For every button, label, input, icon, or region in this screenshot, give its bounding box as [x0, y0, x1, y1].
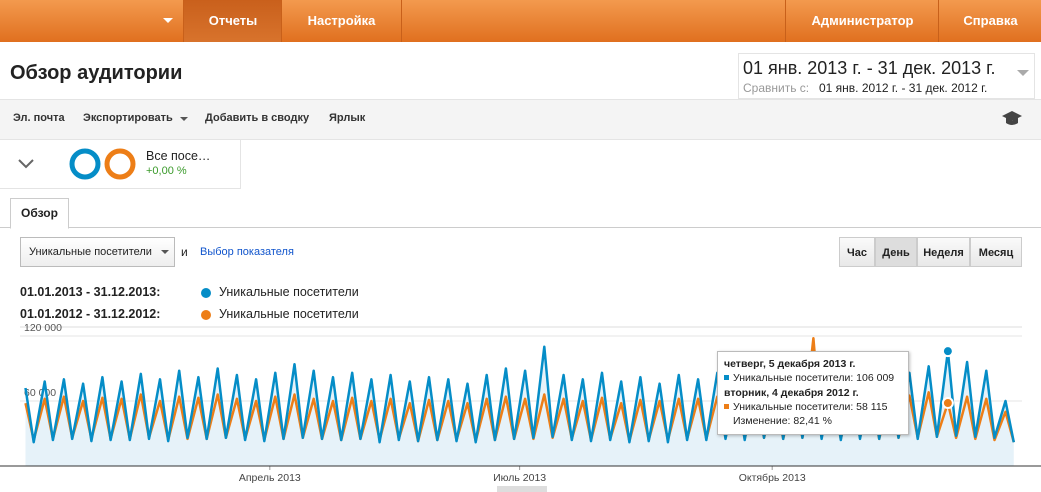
- legend-name: Уникальные посетители: [219, 307, 359, 321]
- x-tick-label: Октябрь 2013: [739, 472, 806, 484]
- legend-swatch: [201, 288, 211, 298]
- nav-admin[interactable]: Администратор: [785, 0, 939, 42]
- tooltip: четверг, 5 декабря 2013 г. Уникальные по…: [717, 351, 909, 435]
- top-nav: Отчеты Настройка Администратор Справка: [0, 0, 1041, 42]
- y-tick-label: 120 000: [24, 322, 62, 334]
- tooltip-swatch-1: [724, 375, 729, 380]
- highlight-point: [941, 345, 954, 358]
- date-range: 01 янв. 2013 г. - 31 дек. 2013 г.: [743, 58, 996, 78]
- tooltip-value-1: Уникальные посетители: 106 009: [733, 372, 895, 384]
- shortcut[interactable]: Ярлык: [329, 112, 366, 124]
- compare-label: Сравнить с:: [743, 81, 810, 95]
- legend-period: 01.01.2013 - 31.12.2013:: [20, 285, 161, 299]
- nav-help[interactable]: Справка: [938, 0, 1041, 42]
- granularity-button[interactable]: День: [875, 237, 917, 267]
- tooltip-date-1: четверг, 5 декабря 2013 г.: [724, 358, 856, 370]
- tooltip-swatch-2: [724, 404, 729, 409]
- metric-select[interactable]: Уникальные посетители: [20, 237, 175, 267]
- segment-icon: [69, 148, 136, 180]
- and-label: и: [181, 245, 188, 259]
- add-dashboard[interactable]: Добавить в сводку: [205, 112, 310, 124]
- nav-reports[interactable]: Отчеты: [183, 0, 282, 42]
- pick-metric[interactable]: Выбор показателя: [200, 246, 294, 258]
- export-arrow: [180, 117, 188, 125]
- compare-range: 01 янв. 2012 г. - 31 дек. 2012 г.: [819, 81, 988, 95]
- export[interactable]: Экспортировать: [83, 112, 173, 124]
- granularity-button[interactable]: Час: [839, 237, 875, 267]
- x-tick-label: Июль 2013: [493, 472, 546, 484]
- segment-change: +0,00 %: [146, 165, 187, 177]
- nav-settings[interactable]: Настройка: [281, 0, 402, 42]
- segment-bar: Все посе… +0,00 %: [0, 139, 241, 189]
- x-tick-label: Апрель 2013: [239, 472, 301, 484]
- page-title: Обзор аудитории: [10, 62, 183, 84]
- y-tick-label: 60 000: [24, 387, 56, 399]
- legend-name: Уникальные посетители: [219, 285, 359, 299]
- segment-name: Все посе…: [146, 149, 211, 163]
- tooltip-change: Изменение: 82,41 %: [733, 415, 832, 427]
- scroll-handle: [497, 486, 547, 492]
- toolbar: Эл. почта Экспортировать Добавить в свод…: [0, 99, 1041, 140]
- legend-period: 01.01.2012 - 31.12.2012:: [20, 307, 161, 321]
- menu-arrow[interactable]: [163, 18, 173, 28]
- metric-arrow: [161, 250, 169, 258]
- legend-swatch: [201, 310, 211, 320]
- highlight-point: [941, 397, 954, 410]
- granularity-button[interactable]: Неделя: [917, 237, 970, 267]
- date-picker[interactable]: 01 янв. 2013 г. - 31 дек. 2013 г. Сравни…: [738, 53, 1035, 99]
- granularity-button[interactable]: Месяц: [970, 237, 1022, 267]
- metric-label: Уникальные посетители: [29, 246, 152, 258]
- tab-overview[interactable]: Обзор: [10, 198, 69, 229]
- tooltip-value-2: Уникальные посетители: 58 115: [733, 401, 888, 413]
- tooltip-date-2: вторник, 4 декабря 2012 г.: [724, 387, 859, 399]
- tab-line: [0, 227, 1041, 228]
- academy-icon[interactable]: [1000, 109, 1024, 129]
- email[interactable]: Эл. почта: [13, 112, 65, 124]
- collapse-icon[interactable]: [16, 157, 36, 171]
- date-arrow: [1017, 70, 1029, 82]
